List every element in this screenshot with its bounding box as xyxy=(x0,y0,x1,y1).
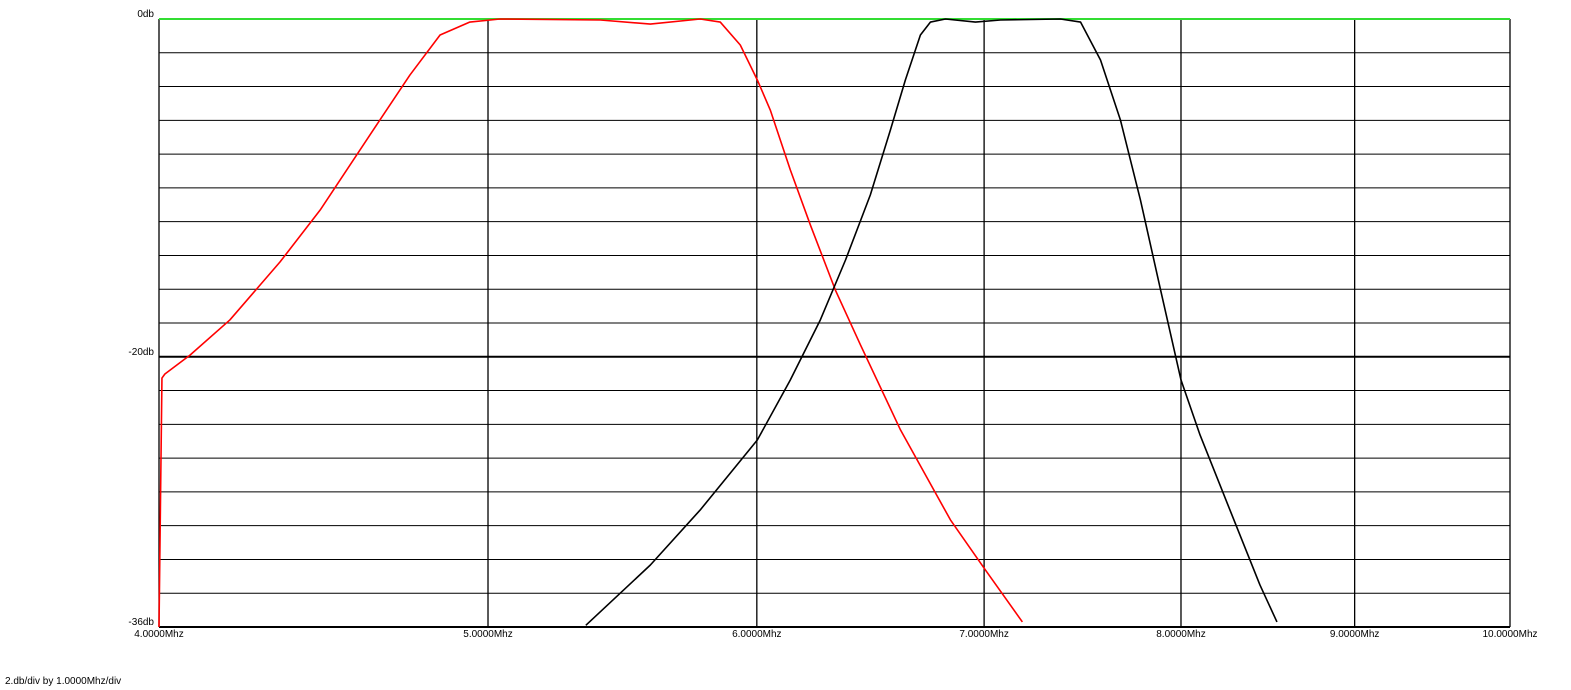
series-line xyxy=(585,18,1278,626)
series-line xyxy=(158,18,1024,628)
x-tick-label: 4.0000Mhz xyxy=(134,629,183,640)
x-tick-label: 9.0000Mhz xyxy=(1330,629,1379,640)
x-tick-label: 10.0000Mhz xyxy=(1482,629,1537,640)
x-tick-label: 7.0000Mhz xyxy=(959,629,1008,640)
footer: 2.db/div by 1.0000Mhz/div xyxy=(5,676,121,687)
x-tick-label: 6.0000Mhz xyxy=(732,629,781,640)
y-tick-label: -36db xyxy=(128,617,154,628)
y-tick-label: -20db xyxy=(128,347,154,358)
y-tick-label: 0db xyxy=(137,9,154,20)
x-tick-label: 8.0000Mhz xyxy=(1156,629,1205,640)
x-tick-label: 5.0000Mhz xyxy=(463,629,512,640)
